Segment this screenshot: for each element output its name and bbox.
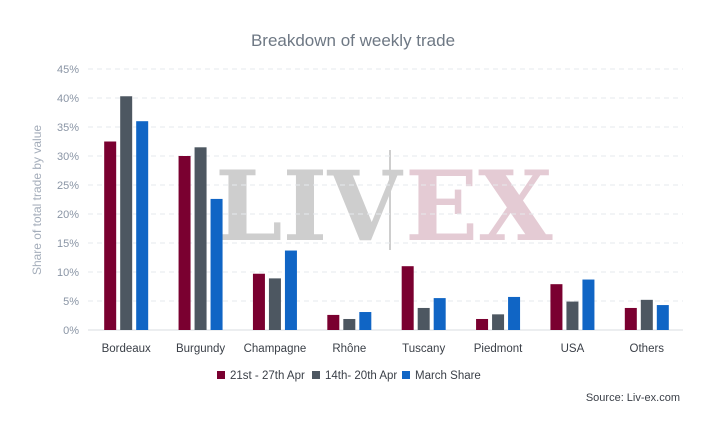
- bar-champagne-series-1: [252, 273, 265, 330]
- bar-burgundy-series-3: [210, 198, 223, 330]
- legend-label: March Share: [415, 370, 481, 382]
- y-tick-label: 30%: [57, 151, 79, 163]
- bar-others-series-3: [656, 305, 669, 330]
- bar-usa-series-3: [582, 279, 595, 330]
- x-tick-label: Champagne: [244, 343, 307, 355]
- watermark-left: LIV: [215, 150, 403, 263]
- y-tick-label: 25%: [57, 180, 79, 192]
- watermark-right: EX: [405, 150, 553, 263]
- chart-title: Breakdown of weekly trade: [251, 31, 455, 50]
- source-note: Source: Liv-ex.com: [585, 392, 680, 404]
- bar-champagne-series-2: [268, 278, 281, 330]
- bar-bordeaux-series-3: [136, 121, 149, 330]
- bar-usa-series-2: [566, 301, 579, 330]
- x-tick-label: Bordeaux: [102, 343, 151, 355]
- y-tick-label: 20%: [57, 209, 79, 221]
- bar-piedmont-series-1: [476, 318, 489, 330]
- bar-rh-ne-series-1: [327, 314, 340, 330]
- y-tick-label: 0%: [63, 325, 79, 337]
- bar-burgundy-series-1: [178, 156, 191, 330]
- bar-champagne-series-3: [284, 250, 297, 330]
- y-tick-label: 15%: [57, 238, 79, 250]
- bar-burgundy-series-2: [194, 147, 207, 330]
- legend-swatch: [312, 371, 320, 379]
- legend: 21st - 27th Apr 14th- 20th Apr March Share: [217, 370, 481, 382]
- y-axis-ticks: 0% 5% 10% 15% 20% 25% 30% 35% 40% 45%: [57, 64, 79, 337]
- bar-bordeaux-series-1: [104, 141, 117, 330]
- watermark-divider: [389, 150, 391, 250]
- legend-swatch: [402, 371, 410, 379]
- bar-tuscany-series-3: [433, 298, 446, 330]
- bar-rh-ne-series-3: [359, 312, 372, 330]
- bar-piedmont-series-2: [492, 314, 505, 330]
- x-axis-categories: Bordeaux Burgundy Champagne Rhône Tuscany Pie…: [102, 343, 665, 355]
- bar-bordeaux-series-2: [120, 96, 133, 330]
- bars: [104, 96, 669, 330]
- x-tick-label: Piedmont: [474, 343, 523, 355]
- x-tick-label: Others: [630, 343, 665, 355]
- x-tick-label: Burgundy: [176, 343, 225, 355]
- legend-label: 21st - 27th Apr: [230, 370, 305, 382]
- x-tick-label: USA: [561, 343, 585, 355]
- legend-label: 14th- 20th Apr: [325, 370, 397, 382]
- bar-piedmont-series-3: [508, 296, 521, 330]
- y-tick-label: 10%: [57, 267, 79, 279]
- bar-tuscany-series-1: [401, 266, 414, 330]
- bar-others-series-1: [624, 307, 637, 330]
- watermark: LIV EX: [215, 150, 553, 263]
- legend-swatch: [217, 371, 225, 379]
- bar-tuscany-series-2: [417, 307, 430, 330]
- bar-rh-ne-series-2: [343, 318, 356, 330]
- y-tick-label: 5%: [63, 296, 79, 308]
- y-tick-label: 35%: [57, 122, 79, 134]
- y-axis-label: Share of total trade by value: [30, 125, 44, 275]
- y-tick-label: 40%: [57, 93, 79, 105]
- x-tick-label: Rhône: [332, 343, 366, 355]
- y-tick-label: 45%: [57, 64, 79, 76]
- x-tick-label: Tuscany: [402, 343, 445, 355]
- bar-usa-series-1: [550, 284, 563, 330]
- bar-others-series-2: [640, 299, 653, 330]
